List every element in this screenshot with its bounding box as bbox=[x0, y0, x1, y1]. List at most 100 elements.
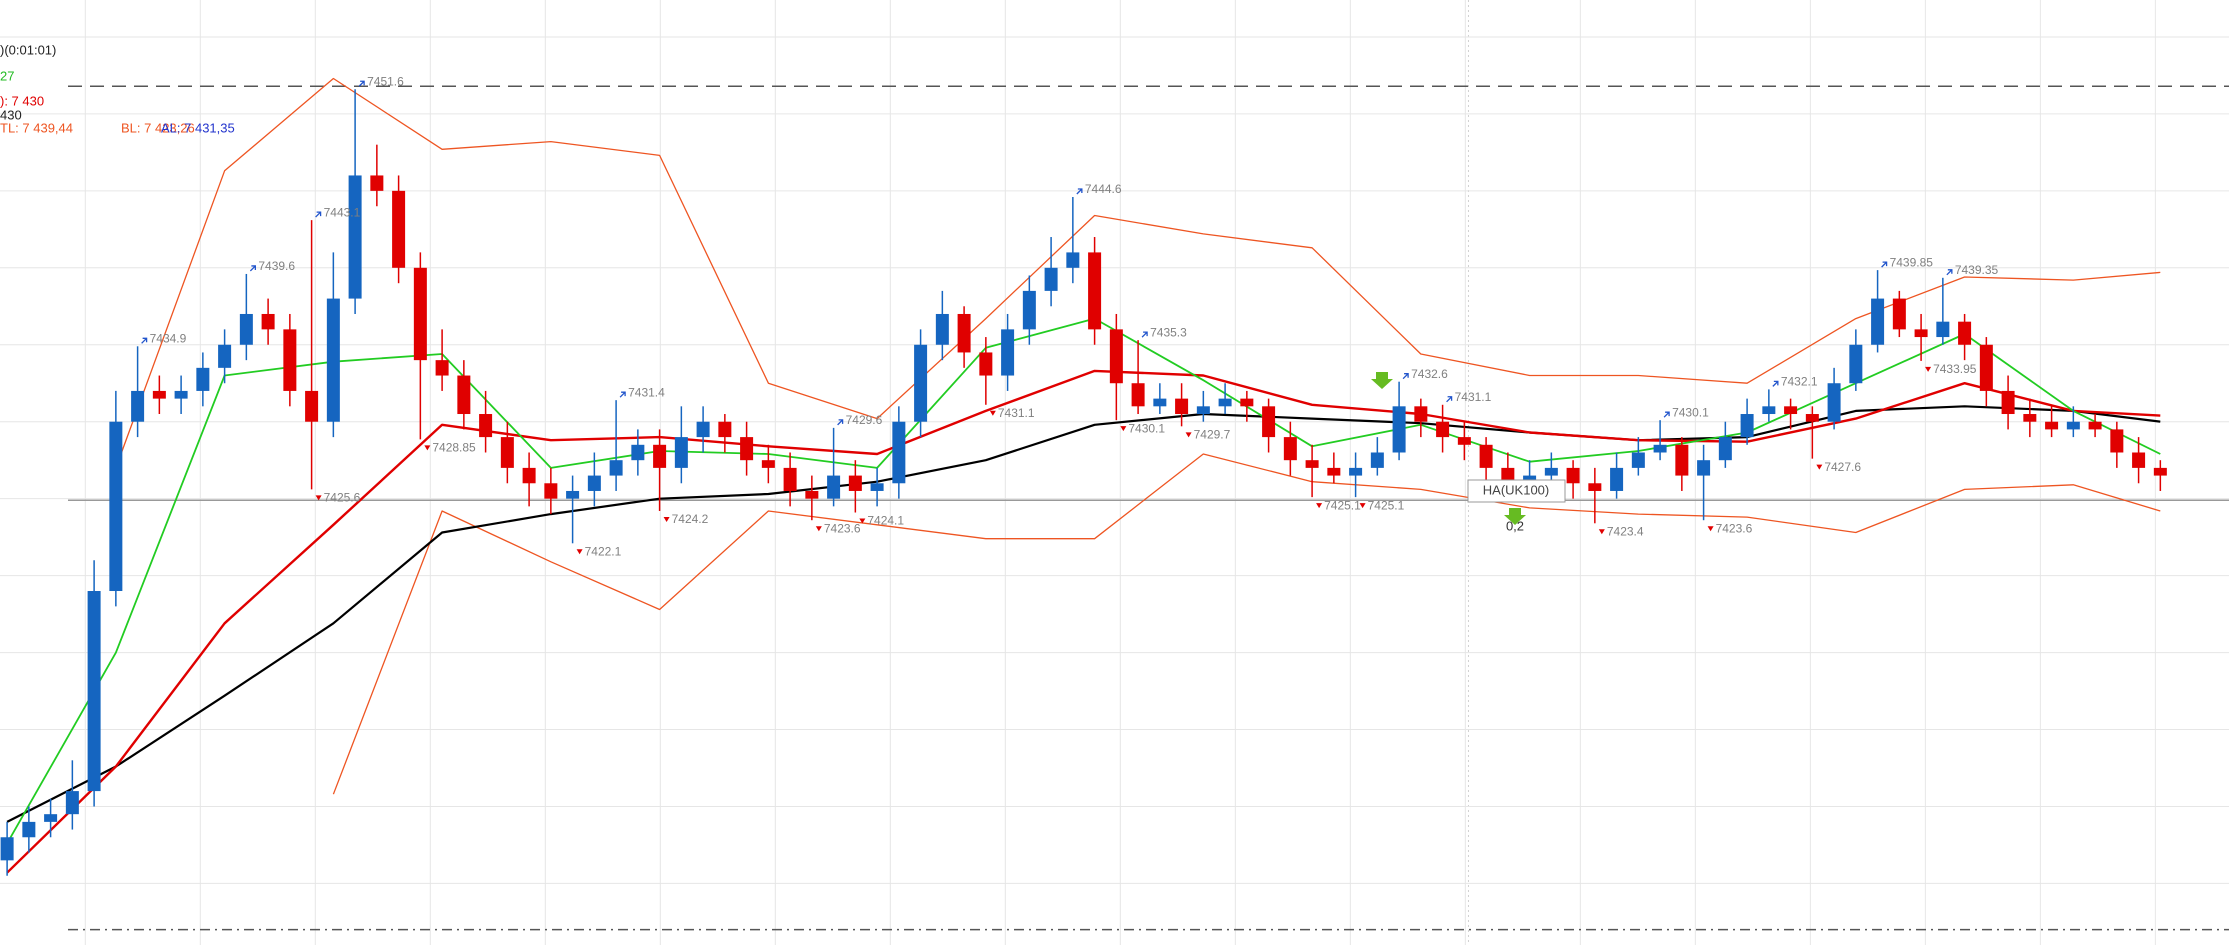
signal-label: 0,2 bbox=[1506, 518, 1524, 533]
candle-body bbox=[609, 460, 623, 476]
candle-body bbox=[1283, 437, 1297, 461]
candle-body bbox=[1936, 321, 1950, 338]
legend-text: )(0:01:01) bbox=[0, 42, 56, 57]
candle-body bbox=[1022, 290, 1036, 330]
candle-body bbox=[1349, 467, 1363, 476]
low-label: 7423.6 bbox=[1716, 521, 1753, 535]
candle-body bbox=[1544, 467, 1558, 476]
candle-body bbox=[1044, 267, 1058, 291]
candle-body bbox=[109, 421, 123, 592]
candle-body bbox=[718, 421, 732, 438]
candle-body bbox=[783, 467, 797, 491]
candle-body bbox=[1566, 467, 1580, 484]
candle-body bbox=[805, 490, 819, 499]
signals: 0,2 bbox=[1371, 372, 1526, 533]
low-label: 7425.6 bbox=[324, 491, 361, 505]
candle-body bbox=[870, 483, 884, 491]
high-label: 7431.1 bbox=[1455, 390, 1492, 404]
candle-body bbox=[2066, 421, 2080, 430]
candle-body bbox=[2088, 421, 2102, 430]
high-label: 7431.4 bbox=[628, 385, 665, 399]
candle-body bbox=[2023, 414, 2037, 422]
tooltip-text: HA(UK100) bbox=[1483, 482, 1549, 497]
candle-body bbox=[1327, 467, 1341, 476]
candle-body bbox=[1740, 414, 1754, 438]
candle-body bbox=[1827, 383, 1841, 422]
low-label: 7429.7 bbox=[1194, 427, 1231, 441]
high-label: 7429.6 bbox=[846, 413, 883, 427]
high-label: 7434.9 bbox=[150, 331, 187, 345]
candle-body bbox=[0, 837, 14, 861]
candle-body bbox=[479, 414, 493, 438]
candle-body bbox=[1262, 406, 1276, 438]
candle-body bbox=[1457, 437, 1471, 445]
legend-text: BL: 7 423,26 bbox=[121, 120, 195, 135]
candle-body bbox=[587, 475, 601, 491]
high-marker bbox=[249, 265, 257, 272]
candle-body bbox=[1153, 398, 1167, 407]
candle-body bbox=[1588, 483, 1602, 491]
candle-body bbox=[326, 298, 340, 422]
candle-body bbox=[283, 329, 297, 391]
low-marker bbox=[1120, 426, 1127, 432]
candle-body bbox=[566, 490, 580, 499]
candle-body bbox=[2132, 452, 2146, 468]
low-label: 7427.6 bbox=[1824, 460, 1861, 474]
candle-body bbox=[1697, 460, 1711, 476]
candle-body bbox=[1805, 414, 1819, 422]
candle-body bbox=[827, 475, 841, 499]
high-marker bbox=[1772, 380, 1779, 387]
candle-body bbox=[1240, 398, 1254, 407]
high-marker bbox=[1402, 373, 1409, 380]
candle-body bbox=[1653, 444, 1667, 453]
candle-body bbox=[1088, 252, 1102, 330]
low-label: 7424.2 bbox=[672, 512, 709, 526]
candle-body bbox=[848, 475, 862, 491]
candle-body bbox=[1892, 298, 1906, 330]
candle-body bbox=[2110, 429, 2124, 453]
candle-body bbox=[457, 375, 471, 415]
candle-body bbox=[131, 390, 145, 422]
signal-arrow bbox=[1371, 372, 1393, 389]
candle-body bbox=[305, 390, 319, 422]
levels bbox=[68, 85, 2229, 931]
low-marker bbox=[859, 518, 866, 524]
low-label: 7430.1 bbox=[1128, 421, 1165, 435]
high-label: 7451.6 bbox=[367, 74, 404, 88]
legend-text: ): 7 430 bbox=[0, 93, 44, 108]
candle-body bbox=[892, 421, 906, 484]
high-marker bbox=[358, 80, 365, 87]
high-label: 7435.3 bbox=[1150, 325, 1187, 339]
high-label: 7439.35 bbox=[1955, 263, 1999, 277]
low-label: 7423.6 bbox=[824, 521, 861, 535]
candle-body bbox=[2001, 390, 2015, 415]
candle-body bbox=[1131, 383, 1145, 407]
low-marker bbox=[989, 410, 996, 416]
high-marker bbox=[315, 211, 322, 218]
candle-body bbox=[979, 352, 993, 376]
candle-body bbox=[2153, 467, 2167, 476]
low-label: 7425.1 bbox=[1368, 498, 1405, 512]
candle-body bbox=[392, 190, 406, 268]
high-label: 7439.6 bbox=[258, 259, 295, 273]
low-label: 7423.4 bbox=[1607, 524, 1644, 538]
high-label: 7444.6 bbox=[1085, 182, 1122, 196]
high-label: 7430.1 bbox=[1672, 405, 1709, 419]
low-marker bbox=[663, 516, 670, 522]
high-marker bbox=[837, 419, 844, 426]
candle-body bbox=[1305, 460, 1319, 468]
candle-body bbox=[1849, 344, 1863, 384]
high-label: 7432.1 bbox=[1781, 375, 1818, 389]
candle-body bbox=[87, 591, 101, 792]
candle-body bbox=[1610, 467, 1624, 491]
candle-body bbox=[1218, 398, 1232, 407]
candle-body bbox=[196, 367, 210, 391]
candle-body bbox=[1001, 329, 1015, 376]
low-label: 7425.1 bbox=[1324, 498, 1361, 512]
indicator-line bbox=[6, 369, 2161, 874]
candle-body bbox=[1175, 398, 1189, 415]
high-marker bbox=[1446, 396, 1453, 403]
